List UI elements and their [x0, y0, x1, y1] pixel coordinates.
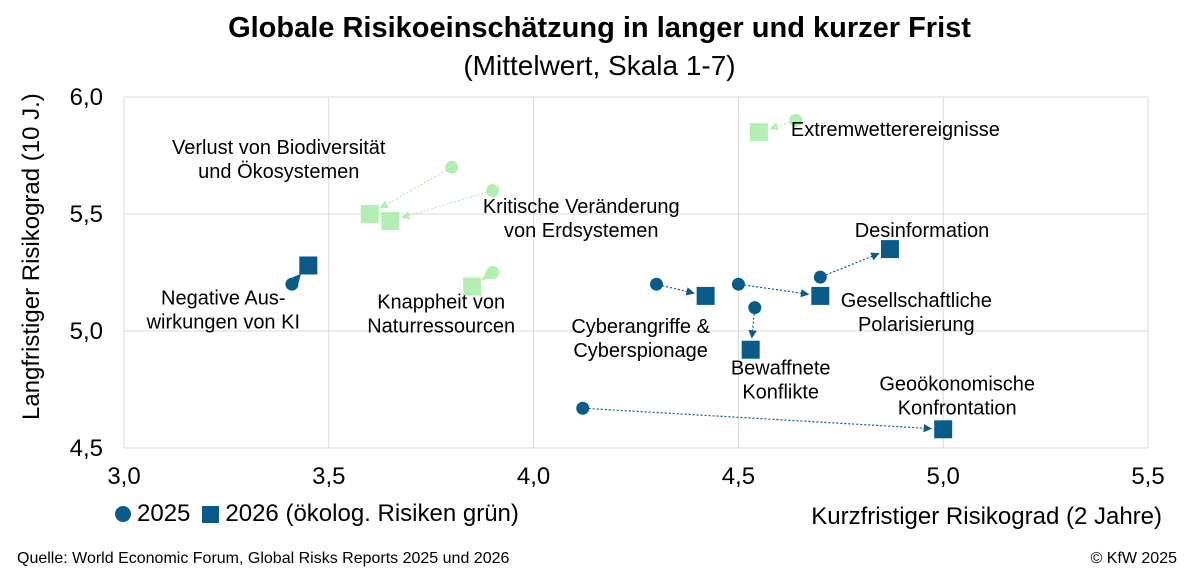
point-2026 [811, 286, 830, 305]
point-label: Gesellschaftliche [841, 290, 992, 312]
x-tick-label: 4,0 [517, 463, 550, 490]
point-label: wirkungen von KI [146, 311, 300, 333]
point-label: von Erdsystemen [504, 220, 659, 242]
change-arrow [400, 191, 488, 220]
x-axis-label: Kurzfristiger Risikograd (2 Jahre) [811, 503, 1162, 530]
change-arrow [379, 169, 447, 209]
change-arrow [744, 284, 810, 298]
y-tick-label: 6,0 [70, 84, 103, 111]
chart-title: Globale Risikoeinschätzung in langer und… [228, 12, 971, 44]
x-tick-label: 4,5 [722, 463, 755, 490]
point-2026 [360, 205, 379, 223]
change-arrow [769, 121, 791, 131]
point-2025 [445, 160, 459, 174]
point-label: Polarisierung [858, 314, 975, 336]
point-label: und Ökosystemen [198, 161, 359, 183]
point-label: Bewaffnete [731, 358, 831, 380]
x-tick-label: 3,0 [107, 463, 140, 490]
point-label: Desinformation [855, 220, 990, 242]
point-label: Geoökonomische [879, 373, 1035, 395]
point-2025 [748, 301, 762, 315]
point-label: Extremwetterereignisse [791, 119, 1000, 141]
point-2025 [649, 277, 663, 291]
change-arrow [588, 407, 933, 433]
point-2026 [934, 420, 953, 439]
point-2025 [789, 113, 803, 127]
y-tick-label: 5,0 [70, 318, 103, 345]
legend-square-icon [202, 505, 220, 523]
point-label: Cyberangriffe & [571, 316, 710, 338]
point-label: Naturressourcen [367, 316, 515, 338]
x-tick-label: 5,5 [1131, 463, 1164, 490]
chart-subtitle: (Mittelwert, Skala 1-7) [463, 50, 736, 81]
point-label: Konflikte [742, 382, 819, 404]
point-label: Kritische Veränderung [483, 196, 680, 218]
point-label: Verlust von Biodiversität [172, 137, 386, 159]
change-arrow [825, 252, 880, 276]
legend-item-2025: 2025 [137, 500, 191, 527]
point-2026 [741, 340, 760, 359]
source-note: Quelle: World Economic Forum, Global Ris… [17, 550, 510, 567]
point-2025 [576, 401, 590, 415]
legend-circle-icon [115, 506, 131, 522]
point-2026 [381, 212, 400, 231]
change-arrow [662, 285, 695, 296]
point-2026 [880, 240, 899, 259]
legend: 2025 2026 (ökolog. Risiken grün) [115, 500, 519, 528]
y-tick-label: 5,5 [70, 201, 103, 228]
point-2026 [749, 123, 768, 142]
legend-item-2026: 2026 (ökolog. Risiken grün) [225, 500, 519, 527]
point-label: Knappheit von [377, 292, 505, 314]
change-arrow [292, 273, 301, 283]
point-label: Cyberspionage [573, 340, 708, 362]
change-arrow [481, 272, 491, 281]
point-2025 [285, 277, 299, 291]
point-2026 [696, 286, 715, 305]
y-tick-label: 4,5 [70, 435, 103, 462]
point-2025 [731, 277, 745, 291]
point-2025 [813, 270, 827, 284]
point-label: Konfrontation [898, 397, 1017, 419]
point-2025 [486, 266, 500, 279]
x-tick-label: 5,0 [927, 463, 960, 490]
copyright-note: © KfW 2025 [1090, 550, 1178, 567]
y-axis-label: Langfristiger Risikograd (10 J.) [18, 93, 45, 420]
change-arrow [748, 313, 757, 339]
point-2025 [486, 184, 500, 198]
point-2026 [299, 256, 318, 275]
x-tick-label: 3,5 [312, 463, 345, 490]
point-2026 [463, 277, 482, 296]
point-label: Negative Aus- [161, 287, 286, 309]
